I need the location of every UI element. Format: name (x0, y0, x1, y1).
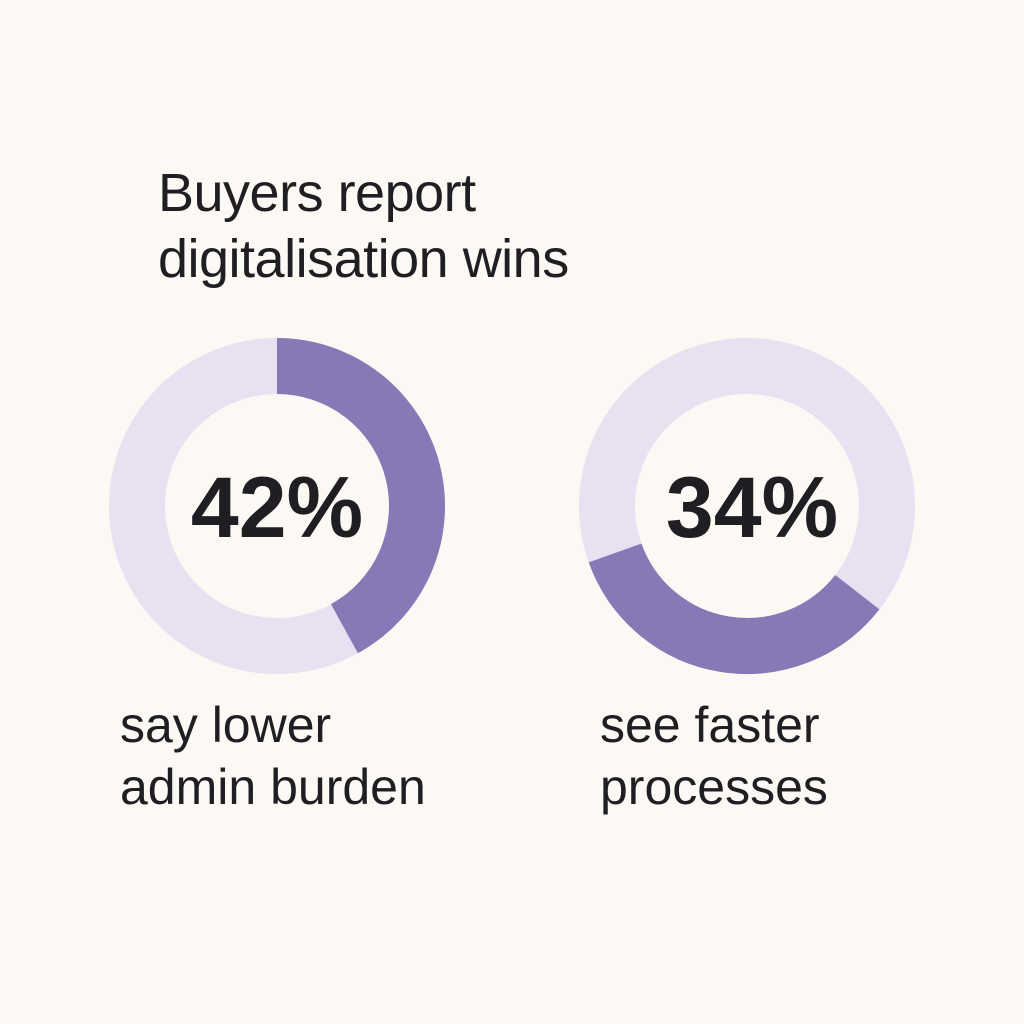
donut-chart-faster-processes: 34% (579, 338, 915, 674)
caption-faster-processes-line-2: processes (600, 759, 828, 815)
donut-chart-admin-burden: 42% (109, 338, 445, 674)
caption-admin-burden: say lower admin burden (120, 694, 426, 818)
donut-value-admin-burden: 42% (191, 460, 363, 556)
caption-admin-burden-line-1: say lower (120, 697, 332, 753)
chart-title-line-1: Buyers report (158, 163, 476, 223)
donut-arc-admin-burden (276, 338, 445, 654)
chart-title-line-2: digitalisation wins (158, 229, 569, 289)
donut-arc-faster-processes (588, 542, 880, 674)
chart-title: Buyers report digitalisation wins (158, 160, 569, 292)
caption-faster-processes-line-1: see faster (600, 697, 820, 753)
caption-admin-burden-line-2: admin burden (120, 759, 426, 815)
caption-faster-processes: see faster processes (600, 694, 828, 818)
donut-value-faster-processes: 34% (666, 460, 838, 556)
